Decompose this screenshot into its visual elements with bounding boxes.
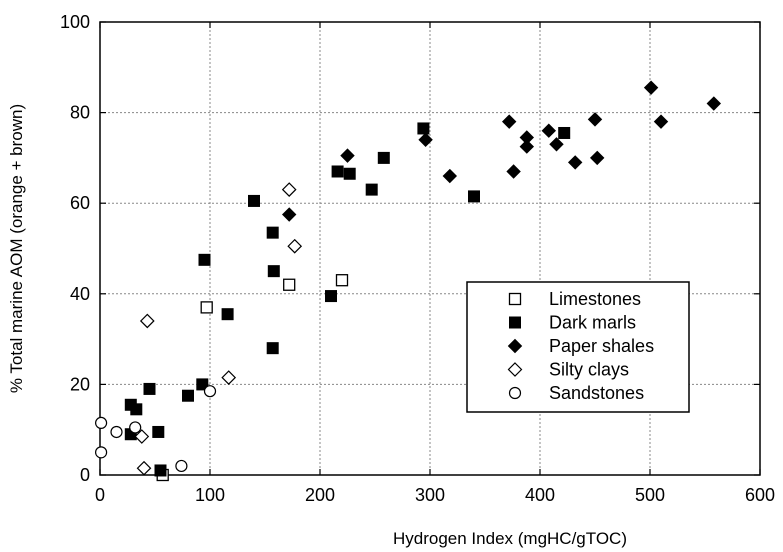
legend-marker [507,338,523,354]
data-point [110,425,123,439]
legend: Limestones Dark marls Paper shales Silty cl… [466,281,690,413]
x-tick-label: 100 [195,485,225,505]
legend-marker [508,386,522,400]
data-point [365,183,378,196]
legend-box [466,281,690,413]
data-point [325,290,337,303]
data-point [283,278,296,291]
series-limestones [156,274,349,482]
data-point [139,313,155,329]
data-point [266,342,279,355]
data-point [417,122,430,135]
data-point [198,253,211,266]
y-tick-label: 40 [70,284,90,304]
x-tick-label: 300 [415,485,445,505]
data-point [558,126,571,139]
data-point [130,403,143,416]
data-point [442,168,458,184]
data-point [340,148,355,163]
series-sandstones [94,385,217,473]
data-point [221,308,234,321]
data-point [589,150,605,166]
data-point [519,139,535,154]
data-point [377,151,390,164]
y-tick-label: 20 [70,374,90,394]
data-point [541,123,557,138]
data-point [418,132,433,147]
y-tick-label: 60 [70,193,90,213]
data-point [506,164,521,179]
data-point [587,112,603,127]
data-point [196,378,209,391]
data-point [331,165,344,178]
data-points [94,80,722,482]
data-point [468,190,480,203]
data-point [281,182,297,197]
y-tick-label: 100 [60,12,90,32]
legend-marker [507,362,523,377]
data-point [501,114,517,129]
data-point [154,464,167,477]
y-tick-label: 80 [70,103,90,123]
data-point [221,370,237,385]
data-point [643,80,659,95]
data-point [129,421,142,434]
data-point [281,207,297,222]
legend-label: Silty clays [549,360,629,380]
x-axis-label: Hydrogen Index (mgHC/gTOC) [393,529,627,548]
data-point [94,446,108,459]
data-point [335,274,349,287]
x-tick-label: 600 [745,485,775,505]
data-point [182,389,194,402]
data-point [143,382,156,395]
data-point [267,265,280,278]
data-point [175,459,188,473]
data-point [203,385,217,398]
data-point [134,429,150,444]
legend-label: Dark marls [549,313,636,333]
legend-label: Limestones [549,289,641,309]
data-point [706,96,722,111]
legend-marker [509,316,521,329]
data-point [152,425,165,438]
x-tick-label: 400 [525,485,555,505]
tick-labels: 0 100 200 300 400 500 600 0 20 40 60 80 100 [60,12,775,505]
legend-marker [508,292,522,306]
data-point [200,301,213,314]
x-tick-label: 0 [95,485,105,505]
y-tick-label: 0 [80,465,90,485]
data-point [266,226,279,239]
data-point [248,194,260,207]
series-paper-shales [281,80,722,222]
legend-label: Paper shales [549,336,654,356]
data-point [287,238,303,254]
x-tick-label: 200 [305,485,335,505]
y-axis-label: % Total marine AOM (orange + brown) [7,104,26,393]
series-dark-marls [124,122,571,477]
data-point [136,460,152,476]
data-point [343,167,356,180]
axis-ticks [99,21,761,476]
series-silty-clays [134,182,303,476]
data-point [549,137,564,152]
x-tick-label: 500 [635,485,665,505]
legend-label: Sandstones [549,383,644,403]
data-point [567,155,583,170]
data-point [653,114,669,129]
data-point [94,416,108,430]
